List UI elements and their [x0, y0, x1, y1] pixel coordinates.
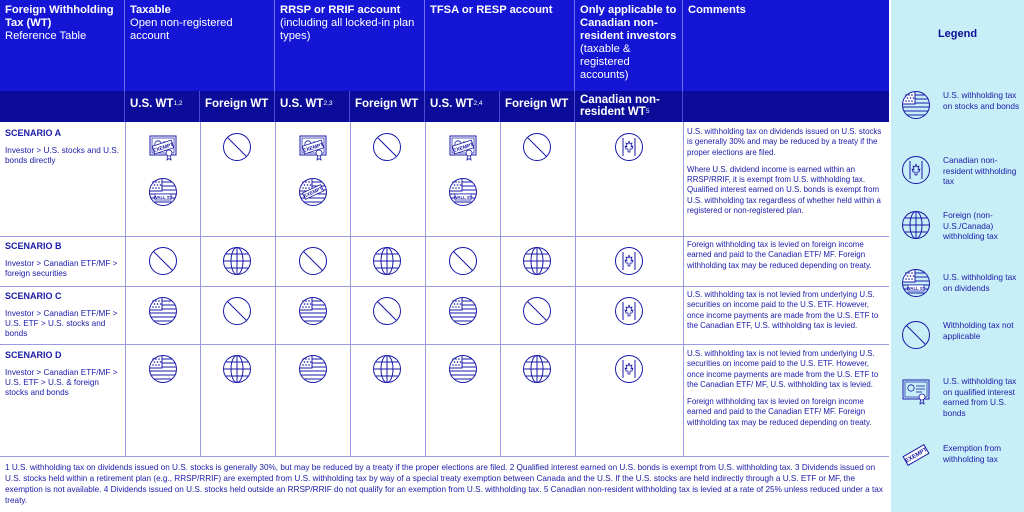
exempt-stamp-icon: EXEMPT [901, 440, 931, 470]
globe-icon [372, 354, 402, 384]
globe-icon [901, 210, 931, 240]
not-applicable-icon [222, 132, 252, 162]
canada-flag-icon [901, 155, 931, 185]
svg-text:WALL ST: WALL ST [907, 286, 926, 291]
subheader-canadian-nr-wt: Canadian non-resident WT5 [575, 91, 683, 122]
table-row [0, 287, 889, 345]
not-applicable-icon [372, 296, 402, 326]
wall-street-icon: WALL ST [148, 177, 178, 207]
subheader-taxable-foreign-wt: Foreign WT [200, 91, 275, 122]
legend-label: U.S. withholding tax on stocks and bonds [943, 90, 1020, 111]
header-comments: Comments [688, 4, 746, 16]
column-divider [200, 122, 201, 457]
us-flag-icon [298, 296, 328, 326]
globe-icon [222, 246, 252, 276]
globe-icon [522, 354, 552, 384]
wall-street-icon: WALL ST [901, 268, 931, 298]
not-applicable-icon [448, 246, 478, 276]
header-taxable: Taxable Open non-registered account [125, 0, 275, 91]
header-table-title: Foreign Withholding Tax (WT) Reference Ta… [0, 0, 125, 91]
subheader-comments-blank [683, 91, 889, 122]
subheader-blank [0, 91, 125, 122]
subheader-tfsa-foreign-wt: Foreign WT [500, 91, 575, 122]
not-applicable-icon [522, 296, 552, 326]
legend-label: U.S. withholding tax on dividends [943, 272, 1017, 293]
canada-flag-icon [614, 296, 644, 326]
us-flag-icon [148, 354, 178, 384]
scenario-b-comments: Foreign withholding tax is levied on for… [687, 240, 872, 270]
legend-label: Exemption from withholding tax [943, 443, 1002, 464]
footnotes: 1 U.S. withholding tax on dividends issu… [5, 463, 883, 505]
not-applicable-icon [901, 320, 931, 350]
withholding-tax-table: Foreign Withholding Tax (WT) Reference Ta… [0, 0, 889, 505]
table-header: Foreign Withholding Tax (WT) Reference Ta… [0, 0, 889, 91]
not-applicable-icon [372, 132, 402, 162]
certificate-icon: EXEMPT [298, 132, 328, 162]
column-divider [683, 122, 684, 457]
us-flag-icon [298, 354, 328, 384]
legend-title: Legend [937, 28, 978, 40]
not-applicable-icon [298, 246, 328, 276]
legend-panel: Legend U.S. withholding tax on stocks an… [889, 0, 1024, 512]
us-flag-icon [448, 296, 478, 326]
scenario-b-label: SCENARIO B Investor > Canadian ETF/MF > f… [5, 241, 118, 278]
certificate-icon [901, 376, 931, 406]
legend-label: Foreign (non-U.S./Canada) withholding ta… [943, 210, 998, 241]
scenario-a-label: SCENARIO A Investor > U.S. stocks and U.S… [5, 128, 119, 165]
canada-flag-icon [614, 354, 644, 384]
subheader-rrsp-us-wt: U.S. WT2,3 [275, 91, 350, 122]
globe-icon [522, 246, 552, 276]
us-flag-icon [148, 296, 178, 326]
us-flag-icon [448, 354, 478, 384]
subheader-rrsp-foreign-wt: Foreign WT [350, 91, 425, 122]
wall-street-icon: WALL ST [448, 177, 478, 207]
subheader-taxable-us-wt: U.S. WT1,2 [125, 91, 200, 122]
svg-text:WALL ST: WALL ST [154, 195, 173, 200]
header-non-resident: Only applicable to Canadian non-resident… [575, 0, 683, 91]
table-row [0, 122, 889, 237]
legend-label: Canadian non-resident withholding tax [943, 155, 1017, 186]
table-row [0, 237, 889, 287]
column-divider [500, 122, 501, 457]
not-applicable-icon [148, 246, 178, 276]
header-rrsp-rrif: RRSP or RRIF account (including all locke… [275, 0, 425, 91]
not-applicable-icon [522, 132, 552, 162]
column-divider [575, 122, 576, 457]
column-divider [350, 122, 351, 457]
globe-icon [222, 354, 252, 384]
scenario-c-label: SCENARIO C Investor > Canadian ETF/MF > U… [5, 291, 118, 338]
svg-text:WALL ST: WALL ST [454, 195, 473, 200]
scenario-d-comments: U.S. withholding tax is not levied from … [687, 349, 879, 427]
scenario-a-comments: U.S. withholding tax on dividends issued… [687, 127, 882, 216]
subheader-tfsa-us-wt: U.S. WT2,4 [425, 91, 500, 122]
header-tfsa-resp: TFSA or RESP account [425, 0, 575, 91]
column-divider [125, 122, 126, 457]
wall-street-exempt-icon: EXEMPT [298, 177, 328, 207]
legend-label: U.S. withholding tax on qualified intere… [943, 376, 1017, 418]
column-divider [275, 122, 276, 457]
not-applicable-icon [222, 296, 252, 326]
us-flag-icon [901, 90, 931, 120]
globe-icon [372, 246, 402, 276]
scenario-c-comments: U.S. withholding tax is not levied from … [687, 290, 879, 330]
column-divider [425, 122, 426, 457]
canada-flag-icon [614, 246, 644, 276]
canada-flag-icon [614, 132, 644, 162]
certificate-icon: EXEMPT [148, 132, 178, 162]
scenario-d-label: SCENARIO D Investor > Canadian ETF/MF > U… [5, 350, 118, 397]
table-subheader: U.S. WT1,2 Foreign WT U.S. WT2,3 Foreign… [0, 91, 889, 122]
legend-label: Withholding tax not applicable [943, 320, 1014, 341]
certificate-icon: EXEMPT [448, 132, 478, 162]
table-row [0, 345, 889, 457]
